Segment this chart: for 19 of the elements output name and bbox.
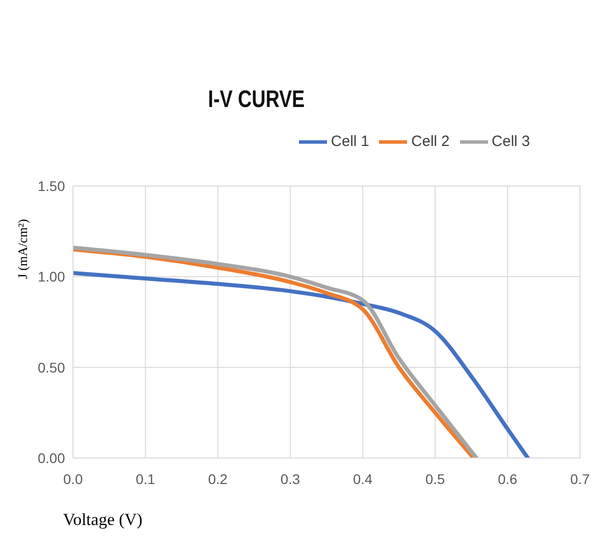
legend-label: Cell 3 <box>492 132 530 150</box>
x-axis-title: Voltage (V) <box>63 510 142 530</box>
legend-label: Cell 1 <box>330 132 370 150</box>
x-tick-label: 0.7 <box>570 470 590 487</box>
y-tick-label: 1.50 <box>38 178 66 194</box>
x-tick-label: 0.4 <box>352 470 373 487</box>
chart-title: I-V CURVE <box>208 86 305 114</box>
y-tick-label: 1.00 <box>38 268 66 285</box>
x-tick-label: 0.3 <box>280 470 300 487</box>
x-tick-label: 0.6 <box>498 470 518 487</box>
x-tick-label: 0.5 <box>425 470 446 487</box>
y-tick-label: 0.00 <box>38 450 66 466</box>
line-series <box>73 271 530 458</box>
y-axis-title: J (mA/cm²) <box>15 219 31 279</box>
y-tick-label: 0.50 <box>38 359 66 376</box>
x-tick-label: 0.0 <box>63 470 83 487</box>
legend-label: Cell 2 <box>411 132 450 150</box>
x-tick-label: 0.1 <box>136 470 156 487</box>
x-tick-label: 0.2 <box>208 470 228 487</box>
